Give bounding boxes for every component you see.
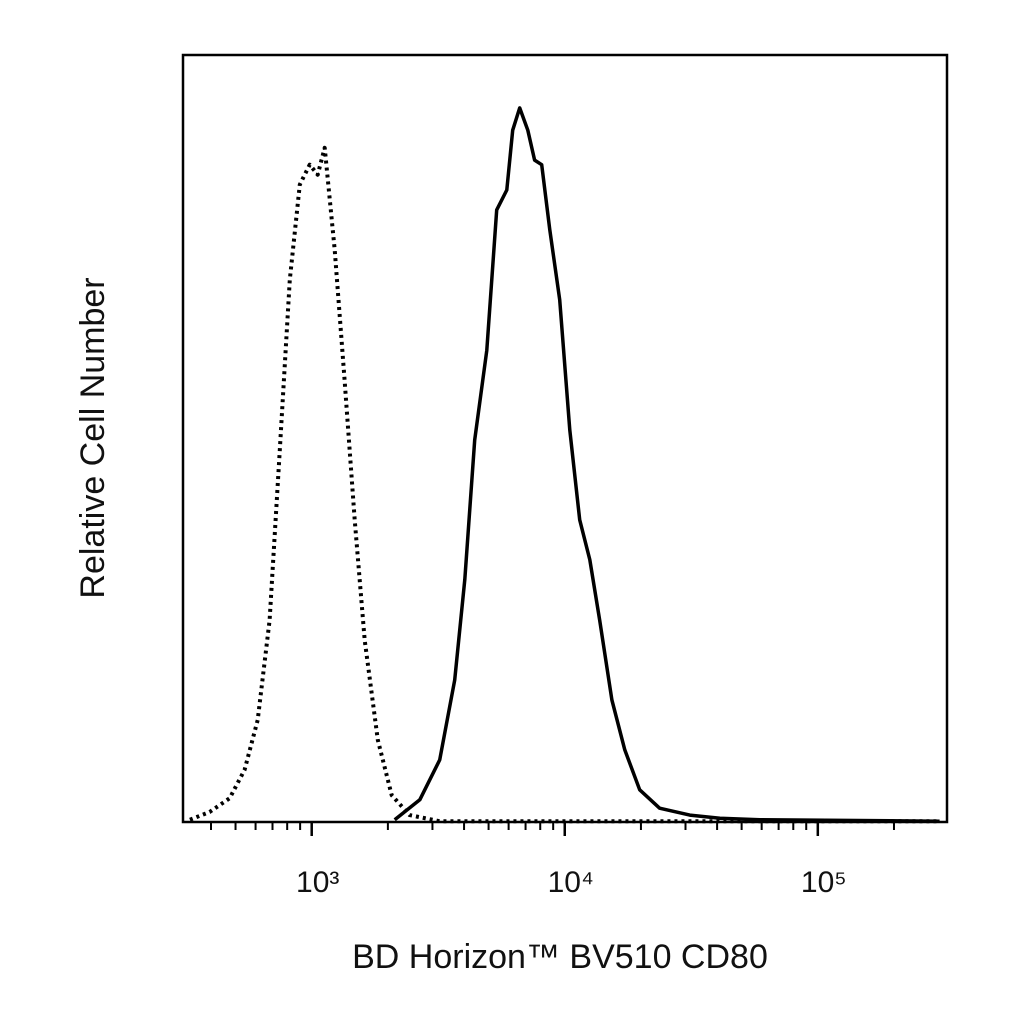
x-axis-label: BD Horizon™ BV510 CD80 <box>352 938 768 976</box>
y-axis-label: Relative Cell Number <box>74 277 112 598</box>
plot-frame <box>181 53 949 824</box>
histogram-curve <box>393 106 940 823</box>
histogram-curve <box>189 145 940 824</box>
x-tick-label: 10⁵ <box>801 866 847 899</box>
x-tick-label: 10³ <box>296 866 339 899</box>
x-tick-label: 10⁴ <box>548 866 594 899</box>
